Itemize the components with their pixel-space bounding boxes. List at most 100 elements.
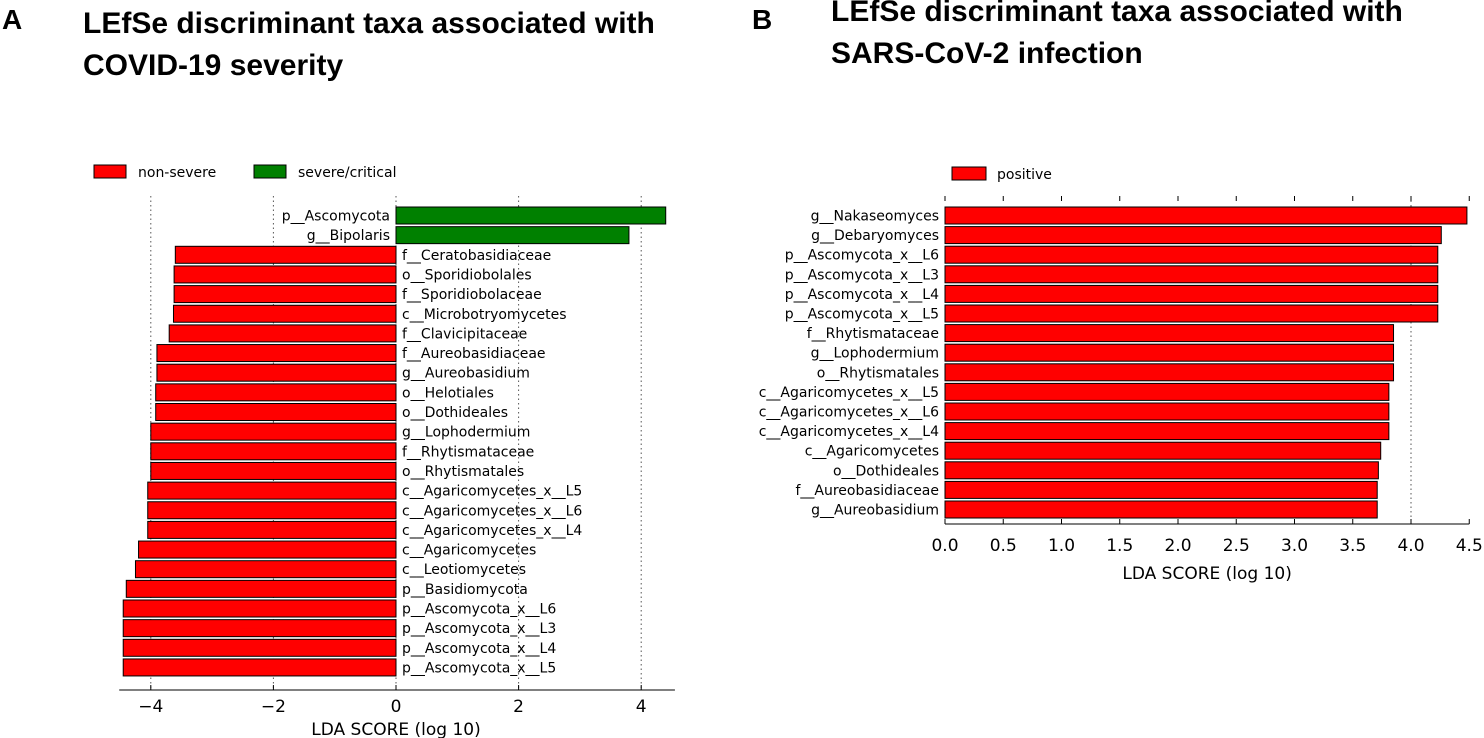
panel-a-bar-f__Sporidiobolaceae <box>173 285 397 304</box>
panel-b-tick-label: 4.5 <box>1456 536 1483 556</box>
panel-a-bar-label: g__Lophodermium <box>402 425 530 441</box>
panel-a-bar-f__Ceratobasidiaceae <box>174 245 397 264</box>
panel-b-bar-g__Debaryomyces <box>944 226 1442 245</box>
panel-b-legend-label: positive <box>997 167 1052 183</box>
panel-a-bar-c__Microbotryomycetes <box>172 304 397 323</box>
panel-b-bar-o__Rhytismatales <box>944 363 1395 382</box>
panel-a-bar-label: f__Aureobasidiaceae <box>402 346 546 362</box>
panel-a-bar-c__Leotiomycetes <box>134 560 397 579</box>
panel-a-bar-p__Basidiomycota <box>125 579 397 598</box>
panel-a-bar-o__Rhytismatales <box>150 461 397 480</box>
panel-a-bar-f__Clavicipitaceae <box>168 324 397 343</box>
panel-a-bar-c__Agaricomycetes_x__L5 <box>147 481 397 500</box>
panel-a-bar-p__Ascomycota_x__L4 <box>122 638 397 657</box>
panel-a-bar-label: g__Aureobasidium <box>402 366 530 382</box>
panel-b-bar-p__Ascomycota_x__L5 <box>944 304 1439 323</box>
panel-b-bar-label: p__Ascomycota_x__L6 <box>785 248 939 264</box>
panel-a-bar-label: p__Ascomycota_x__L4 <box>402 641 556 657</box>
panel-a-bar-label: o__Helotiales <box>402 385 494 401</box>
panel-b-bar-label: f__Aureobasidiaceae <box>795 483 939 499</box>
panel-a-bar-label: o__Rhytismatales <box>402 464 524 480</box>
panel-a-title-line2: COVID-19 severity <box>83 49 344 82</box>
panel-a-legend-label: non-severe <box>138 165 216 181</box>
panel-b-bar-o__Dothideales <box>944 461 1379 480</box>
panel-a-bar-label: o__Sporidiobolales <box>402 267 532 283</box>
panel-b-tick-label: 1.5 <box>1106 536 1133 556</box>
panel-b-bar-label: g__Debaryomyces <box>811 228 939 244</box>
panel-b-bar-p__Ascomycota_x__L3 <box>944 265 1439 284</box>
panel-a-bar-label: c__Agaricomycetes_x__L5 <box>402 484 582 500</box>
panel-a-bar-label: c__Leotiomycetes <box>402 562 526 578</box>
panel-a-bar-c__Agaricomycetes_x__L4 <box>147 520 397 539</box>
panel-b-bar-c__Agaricomycetes <box>944 441 1382 460</box>
panel-b-title-line2: SARS-CoV-2 infection <box>831 37 1143 70</box>
panel-a-x-axis-label: LDA SCORE (log 10) <box>311 720 481 738</box>
panel-a-bar-f__Rhytismataceae <box>150 442 397 461</box>
panel-a-bar-g__Bipolaris <box>395 226 630 245</box>
panel-b-tick-label: 0.0 <box>931 536 958 556</box>
panel-b-bar-c__Agaricomycetes_x__L4 <box>944 422 1390 441</box>
panel-a-bar-f__Aureobasidiaceae <box>156 344 397 363</box>
panel-b-bar-label: g__Nakaseomyces <box>811 209 939 225</box>
panel-b-tick-label: 3.0 <box>1281 536 1308 556</box>
panel-a-bar-o__Dothideales <box>155 403 397 421</box>
panel-a-bar-p__Ascomycota_x__L6 <box>122 599 397 618</box>
panel-a-bar-label: f__Sporidiobolaceae <box>402 287 542 303</box>
panel-a-bar-p__Ascomycota <box>395 206 667 225</box>
panel-b-tick-label: 1.0 <box>1048 536 1075 556</box>
panel-b-bar-label: p__Ascomycota_x__L3 <box>785 267 939 283</box>
panel-a-bar-label: c__Agaricomycetes <box>402 543 536 559</box>
panel-a-bar-label: o__Dothideales <box>402 405 508 421</box>
panel-b-bar-label: c__Agaricomycetes_x__L4 <box>759 424 939 440</box>
panel-a-tick-label: 4 <box>636 697 647 717</box>
panel-a-letter: A <box>2 4 23 35</box>
panel-a-bar-c__Agaricomycetes_x__L6 <box>147 501 397 520</box>
panel-a-bar-label: f__Rhytismataceae <box>402 444 534 460</box>
panel-a-bar-label: f__Clavicipitaceae <box>402 326 527 342</box>
panel-b-bar-g__Nakaseomyces <box>944 206 1468 225</box>
panel-a-bar-g__Aureobasidium <box>156 363 397 382</box>
panel-b-letter: B <box>752 4 773 35</box>
panel-a-bar-label: f__Ceratobasidiaceae <box>402 248 551 264</box>
panel-b-bar-label: g__Aureobasidium <box>811 503 939 519</box>
panel-a-title-line1: LEfSe discriminant taxa associated with <box>83 7 655 40</box>
panel-b-bar-label: o__Rhytismatales <box>817 365 939 381</box>
panel-b-bar-label: p__Ascomycota_x__L4 <box>785 287 939 303</box>
panel-a-tick-label: 2 <box>513 697 524 717</box>
panel-a-legend-label: severe/critical <box>298 165 396 181</box>
panel-b-bar-g__Aureobasidium <box>944 500 1378 519</box>
panel-b-bar-label: c__Agaricomycetes_x__L6 <box>759 405 939 421</box>
panel-a-bar-p__Ascomycota_x__L5 <box>122 658 397 677</box>
panel-b-bar-f__Rhytismataceae <box>944 324 1395 343</box>
panel-a-bar-label: c__Microbotryomycetes <box>402 307 567 323</box>
panel-a-bar-p__Ascomycota_x__L3 <box>122 619 397 638</box>
panel-a-bar-o__Helotiales <box>155 383 397 402</box>
panel-b-tick-label: 3.5 <box>1339 536 1366 556</box>
panel-b-tick-label: 0.5 <box>990 536 1017 556</box>
panel-a-bar-label: c__Agaricomycetes_x__L4 <box>402 523 582 539</box>
panel-a-bar-label: p__Basidiomycota <box>402 582 528 598</box>
panel-b-x-axis-label: LDA SCORE (log 10) <box>1122 564 1292 584</box>
panel-a-bar-label: p__Ascomycota <box>282 209 390 225</box>
panel-a-tick-label: 0 <box>391 697 402 717</box>
panel-b-bar-label: g__Lophodermium <box>811 346 939 362</box>
panel-b-legend-swatch-positive <box>951 166 987 181</box>
panel-b-bar-p__Ascomycota_x__L4 <box>944 284 1439 303</box>
panel-b-bar-c__Agaricomycetes_x__L5 <box>944 382 1390 401</box>
panel-a-legend-swatch-severe/critical <box>253 164 287 179</box>
panel-b-bar-p__Ascomycota_x__L6 <box>944 245 1439 264</box>
panel-b-bar-label: o__Dothideales <box>833 463 939 479</box>
panel-b-tick-label: 4.0 <box>1397 536 1424 556</box>
panel-a-bar-g__Lophodermium <box>150 422 397 441</box>
panel-b-title-line1: LEfSe discriminant taxa associated with <box>831 0 1403 28</box>
panel-a-bar-label: p__Ascomycota_x__L5 <box>402 660 556 676</box>
panel-a-bar-label: g__Bipolaris <box>307 228 390 244</box>
panel-a-bar-label: c__Agaricomycetes_x__L6 <box>402 503 582 519</box>
panel-b-bar-c__Agaricomycetes_x__L6 <box>944 402 1390 421</box>
panel-a-bar-c__Agaricomycetes <box>138 540 397 559</box>
panel-a-legend-swatch-non-severe <box>93 164 127 179</box>
panel-b-tick-label: 2.0 <box>1164 536 1191 556</box>
panel-a-bar-label: p__Ascomycota_x__L3 <box>402 621 556 637</box>
panel-b-bar-g__Lophodermium <box>944 343 1395 362</box>
